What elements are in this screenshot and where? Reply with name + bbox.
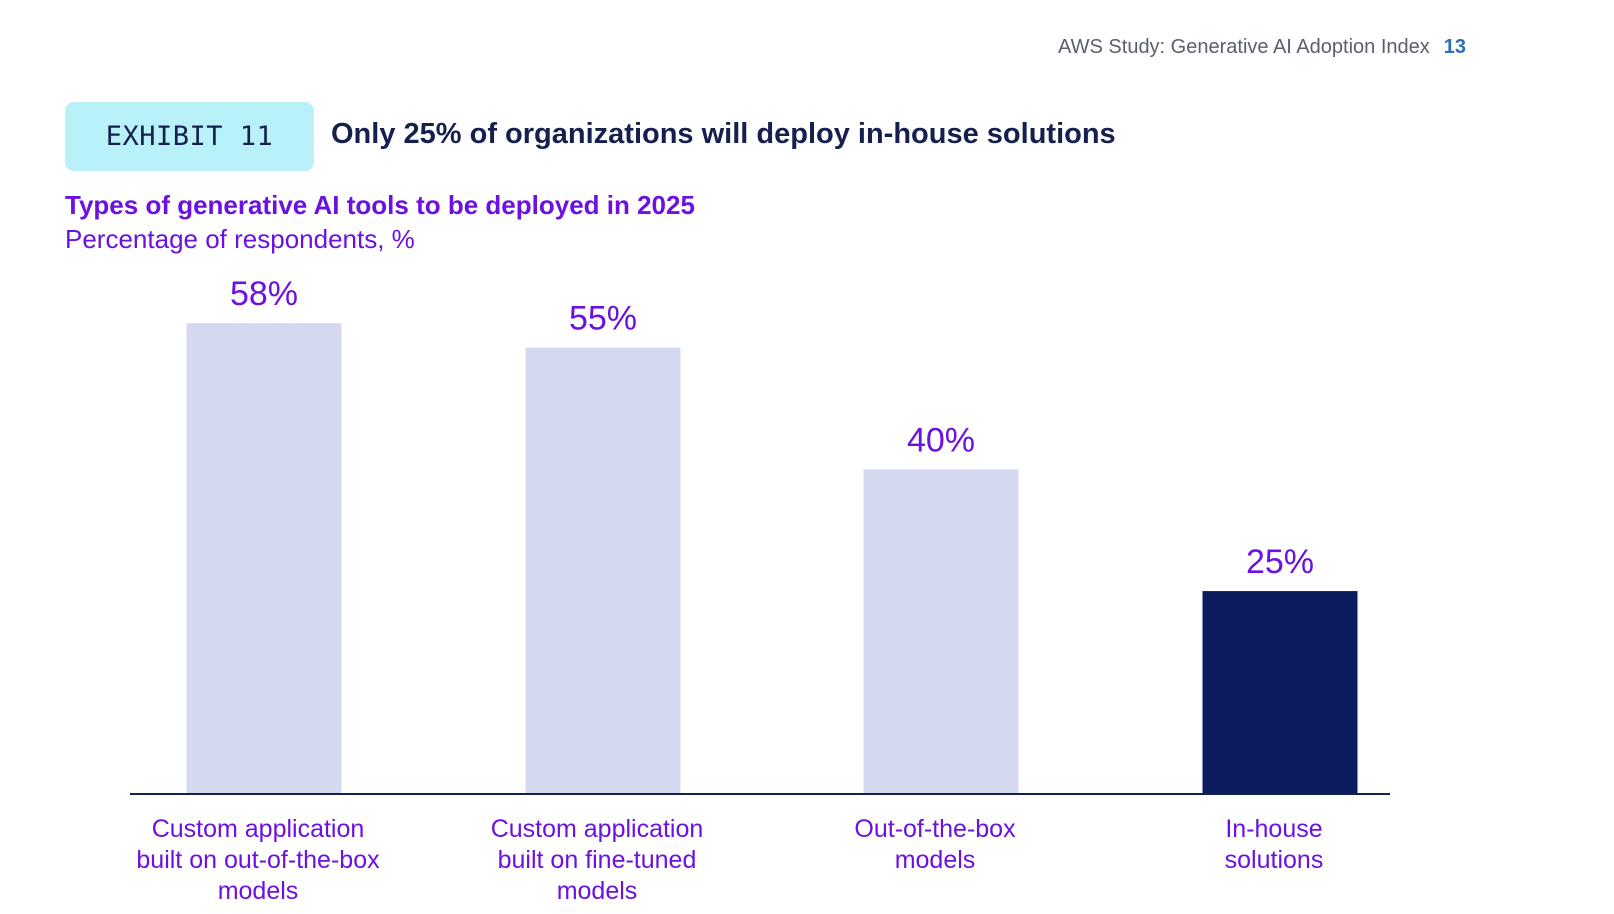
category-label-2-line-2: built on fine-tuned: [498, 846, 697, 874]
exhibit-badge: EXHIBIT 11: [65, 102, 314, 171]
study-title: AWS Study: Generative AI Adoption Index: [1058, 36, 1430, 58]
exhibit-title: Only 25% of organizations will deploy in…: [331, 118, 1116, 150]
chart-subtitle: Percentage of respondents, %: [65, 224, 415, 254]
bar-value-label-2: 55%: [569, 300, 637, 338]
bar-value-label-3: 40%: [907, 421, 975, 459]
bar-value-label-1: 58%: [230, 280, 298, 313]
category-label-3-line-1: Out-of-the-box: [854, 815, 1016, 843]
category-label-2-line-1: Custom application: [491, 815, 704, 843]
category-label-1-line-3: models: [218, 877, 299, 905]
category-label-2-line-3: models: [557, 877, 638, 905]
category-label-1-line-2: built on out-of-the-box: [136, 846, 380, 874]
page-number: 13: [1443, 36, 1466, 58]
category-label-1-line-1: Custom application: [152, 815, 365, 843]
category-label-3-line-2: models: [895, 846, 976, 874]
category-label-4-line-2: solutions: [1225, 846, 1324, 874]
page-header: AWS Study: Generative AI Adoption Index 1…: [1058, 36, 1466, 59]
chart-title: Types of generative AI tools to be deplo…: [65, 190, 695, 220]
bar-2: [525, 347, 681, 794]
bar-3: [863, 469, 1019, 794]
bar-4: [1202, 591, 1358, 794]
bar-chart: 58% Custom application built on out-of-the…: [130, 280, 1390, 905]
bar-1: [186, 323, 342, 794]
bar-value-label-4: 25%: [1246, 543, 1314, 581]
category-label-4-line-1: In-house: [1225, 815, 1322, 843]
